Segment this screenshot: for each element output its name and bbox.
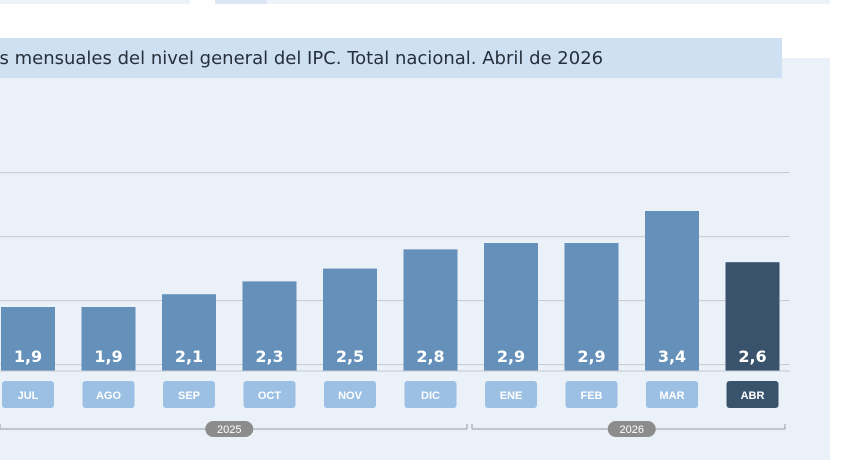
tick-box-abr bbox=[726, 381, 779, 408]
top-strip-left bbox=[0, 0, 190, 4]
tick-box-mar bbox=[646, 381, 698, 408]
tick-label-sep: SEP bbox=[178, 390, 200, 402]
bar-ene bbox=[484, 243, 538, 371]
value-label-feb: 2,9 bbox=[577, 347, 605, 366]
tick-label-dic: DIC bbox=[421, 390, 440, 402]
tick-box-oct bbox=[243, 381, 296, 408]
value-label-dic: 2,8 bbox=[416, 347, 444, 366]
year-badge-2025 bbox=[205, 421, 254, 437]
bar-dic bbox=[403, 249, 458, 371]
year-label-2026: 2026 bbox=[620, 424, 644, 436]
bar-jul bbox=[1, 307, 55, 371]
tick-label-ago: AGO bbox=[96, 390, 122, 402]
bar-ago bbox=[81, 307, 136, 371]
bar-oct bbox=[242, 281, 297, 371]
tick-box-feb bbox=[565, 381, 618, 408]
value-label-mar: 3,4 bbox=[658, 347, 686, 366]
value-label-abr: 2,6 bbox=[738, 347, 766, 366]
tick-box-nov bbox=[324, 381, 376, 408]
value-label-oct: 2,3 bbox=[255, 347, 283, 366]
tick-box-ago bbox=[82, 381, 135, 408]
bar-nov bbox=[323, 268, 377, 371]
tick-label-jul: JUL bbox=[18, 390, 39, 402]
top-strip-right bbox=[215, 0, 830, 4]
chart-title-bar: ones mensuales del nivel general del IPC… bbox=[0, 38, 782, 78]
tick-label-abr: ABR bbox=[741, 390, 765, 402]
tick-label-nov: NOV bbox=[338, 390, 363, 402]
tick-label-oct: OCT bbox=[258, 390, 282, 402]
tick-box-sep bbox=[163, 381, 215, 408]
bar-sep bbox=[162, 294, 216, 371]
value-label-jul: 1,9 bbox=[14, 347, 42, 366]
top-strip-tab bbox=[215, 0, 267, 4]
value-label-sep: 2,1 bbox=[175, 347, 203, 366]
tick-label-mar: MAR bbox=[659, 390, 684, 402]
tick-box-dic bbox=[404, 381, 457, 408]
tick-label-ene: ENE bbox=[500, 390, 523, 402]
chart-title: ones mensuales del nivel general del IPC… bbox=[0, 47, 604, 69]
year-badge-2026 bbox=[607, 421, 656, 437]
year-label-2025: 2025 bbox=[217, 424, 241, 436]
tick-label-feb: FEB bbox=[581, 390, 603, 402]
value-label-nov: 2,5 bbox=[336, 347, 364, 366]
tick-box-jul bbox=[2, 381, 54, 408]
bar-feb bbox=[564, 243, 619, 371]
tick-box-ene bbox=[485, 381, 537, 408]
value-label-ene: 2,9 bbox=[497, 347, 525, 366]
bar-mar bbox=[645, 211, 699, 371]
value-label-ago: 1,9 bbox=[94, 347, 122, 366]
bar-abr bbox=[725, 262, 780, 371]
